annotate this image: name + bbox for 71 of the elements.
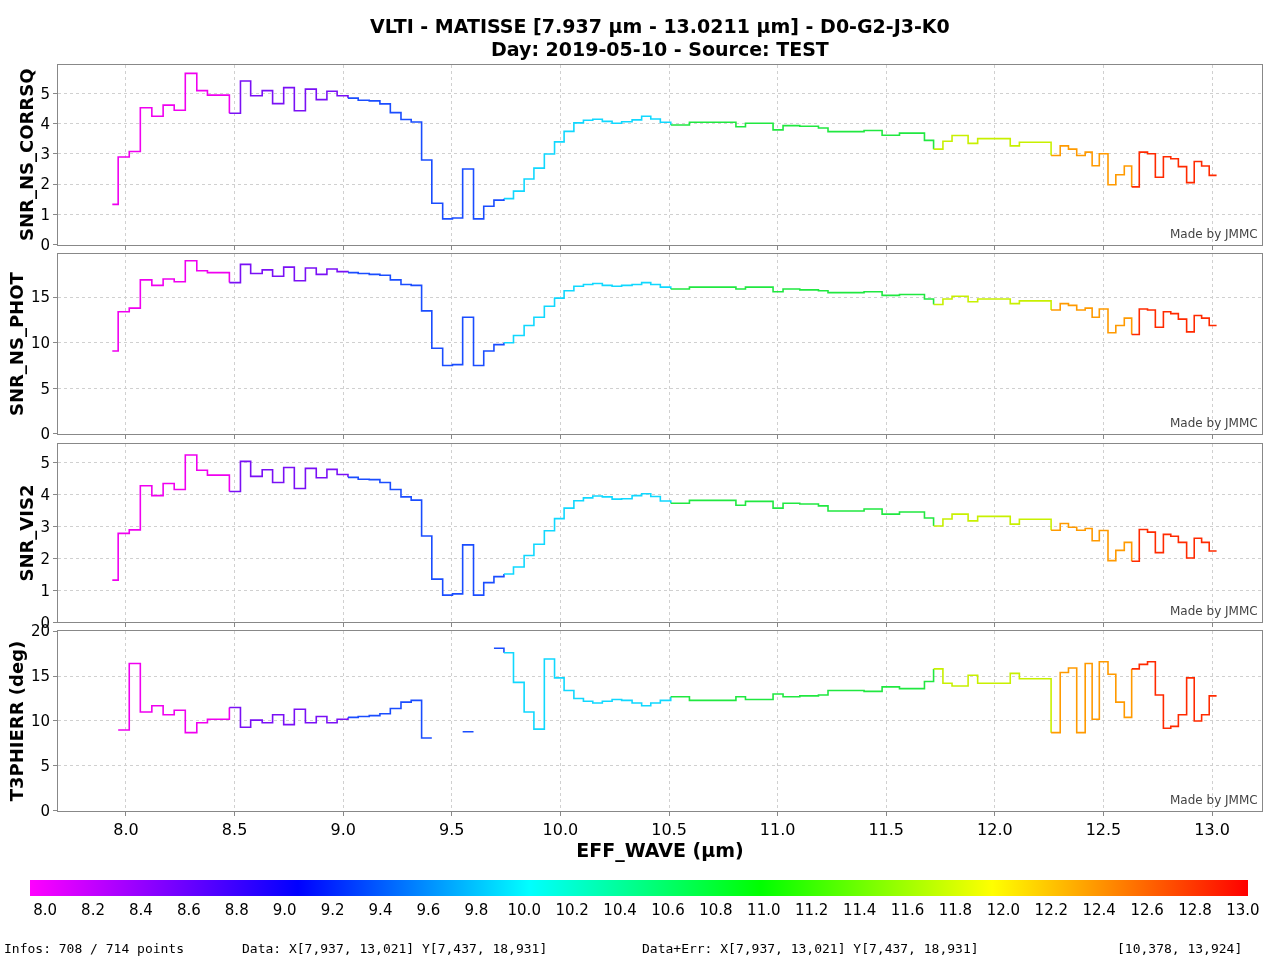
- text: [10,378, 13,924]: [1117, 941, 1243, 956]
- color-bar-label: 12.6: [1130, 900, 1164, 919]
- x-tick-label: 11.0: [759, 819, 796, 839]
- color-bar-label: 10.4: [603, 900, 637, 919]
- color-bar-label: 11.6: [890, 900, 925, 919]
- x-tick-label: 10.0: [542, 819, 579, 839]
- text: Infos: 708 / 714 points: [4, 941, 185, 956]
- color-bar-label: 8.8: [224, 900, 249, 919]
- annotation: Made by JMMC: [1170, 793, 1258, 807]
- y-tick-label: 10: [30, 334, 50, 353]
- y-tick-label: 0: [40, 425, 50, 444]
- chart-subtitle: Day: 2019-05-10 - Source: TEST: [491, 38, 829, 60]
- y-tick-label: 5: [40, 379, 50, 398]
- color-bar-label: 12.8: [1178, 900, 1212, 919]
- y-axis-title: T3PHIERR (deg): [6, 640, 28, 802]
- color-bar-label: 9.0: [272, 900, 297, 919]
- chart-title: VLTI - MATISSE [7.937 µm - 13.0211 µm] - D0-G2-J3-K0: [370, 15, 950, 37]
- annotation: Made by JMMC: [1170, 604, 1258, 618]
- color-bar-label: 9.6: [416, 900, 441, 919]
- y-tick-label: 1: [40, 581, 50, 600]
- text: Data: X[7,937, 13,021] Y[7,437, 18,931]: [242, 941, 548, 956]
- text: Data+Err: X[7,937, 13,021] Y[7,437, 18,931]: [642, 941, 979, 956]
- x-tick-label: 12.5: [1085, 819, 1122, 839]
- y-tick-label: 5: [40, 453, 50, 472]
- x-axis-title: EFF_WAVE (µm): [576, 838, 744, 862]
- y-tick-label: 0: [40, 802, 50, 821]
- color-bar-label: 12.4: [1082, 900, 1116, 919]
- color-bar-label: 10.8: [699, 900, 733, 919]
- x-tick-label: 11.5: [868, 819, 905, 839]
- x-tick-label: 12.0: [977, 819, 1013, 839]
- y-tick-label: 0: [40, 235, 50, 254]
- color-bar-label: 12.2: [1034, 900, 1068, 919]
- x-tick-label: 10.5: [651, 819, 687, 839]
- color-bar-label: 9.4: [368, 900, 393, 919]
- color-bar-label: 8.2: [81, 900, 105, 919]
- color-bar-label: 10.6: [651, 900, 685, 919]
- annotation: Made by JMMC: [1170, 227, 1258, 241]
- y-tick-label: 15: [30, 288, 50, 307]
- color-bar-label: 8.0: [33, 900, 58, 919]
- y-axis-title: SNR_NS_CORRSQ: [15, 68, 37, 241]
- y-axis-title: SNR_NS_PHOT: [6, 271, 28, 417]
- y-tick-label: 15: [30, 667, 50, 686]
- x-tick-label: 13.0: [1194, 819, 1230, 839]
- color-bar-label: 8.6: [176, 900, 201, 919]
- color-bar-label: 12.0: [986, 900, 1021, 919]
- color-bar-label: 13.0: [1226, 900, 1260, 919]
- y-tick-label: 4: [40, 115, 50, 134]
- x-tick-label: 8.5: [221, 819, 248, 839]
- color-bar-label: 11.8: [938, 900, 973, 919]
- y-axis-title: SNR_VIS2: [15, 484, 37, 582]
- color-bar-label: 9.8: [464, 900, 489, 919]
- y-tick-label: 2: [40, 549, 50, 568]
- color-bar-label: 10.0: [507, 900, 541, 919]
- color-bar-label: 8.4: [128, 900, 153, 919]
- x-tick-label: 9.5: [439, 819, 465, 839]
- y-tick-label: 5: [40, 84, 50, 103]
- y-tick-label: 10: [30, 712, 50, 731]
- x-tick-label: 9.0: [330, 819, 356, 839]
- y-tick-label: 1: [40, 205, 50, 224]
- y-tick-label: 5: [40, 757, 50, 776]
- x-tick-label: 8.0: [113, 819, 139, 839]
- y-tick-label: 2: [40, 175, 50, 194]
- y-tick-label: 4: [40, 485, 50, 504]
- color-bar-label: 11.4: [842, 900, 877, 919]
- color-bar-label: 11.2: [795, 900, 829, 919]
- color-bar-label: 9.2: [320, 900, 345, 919]
- color-bar-label: 11.0: [747, 900, 781, 919]
- color-bar-label: 10.2: [555, 900, 589, 919]
- y-tick-label: 3: [40, 517, 50, 536]
- annotation: Made by JMMC: [1170, 416, 1258, 430]
- y-tick-label: 3: [40, 145, 50, 164]
